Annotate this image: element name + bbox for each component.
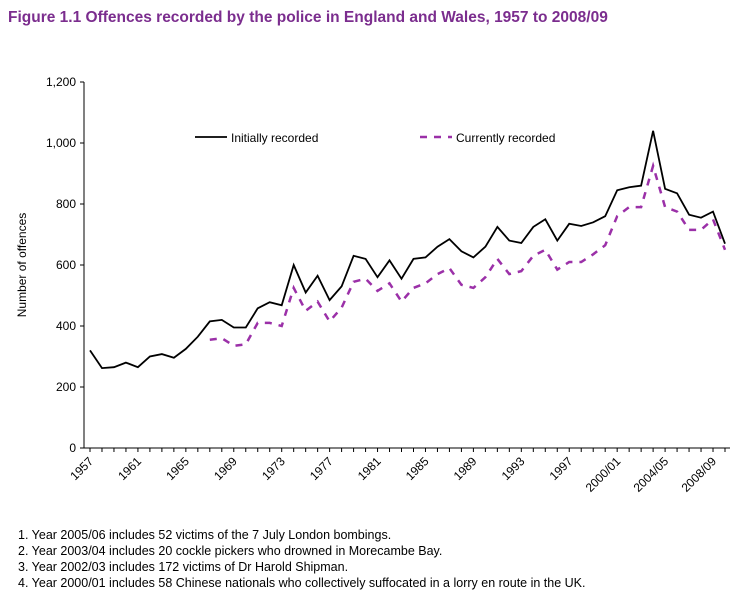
y-tick-label: 1,000 <box>46 136 76 150</box>
y-tick-label: 1,200 <box>46 75 76 89</box>
x-tick-label: 1977 <box>307 454 336 483</box>
chart-title: Figure 1.1 Offences recorded by the poli… <box>8 9 608 26</box>
x-tick-label: 1997 <box>547 454 576 483</box>
x-tick-label: 1965 <box>163 454 192 483</box>
x-tick-label: 1993 <box>499 454 528 483</box>
legend-label: Currently recorded <box>456 131 555 145</box>
x-tick-label: 1989 <box>451 454 480 483</box>
footnote: 4. Year 2000/01 includes 58 Chinese nati… <box>18 576 586 590</box>
y-tick-label: 800 <box>56 197 76 211</box>
y-axis-label: Number of offences <box>15 213 29 318</box>
data-line <box>209 161 727 348</box>
x-tick-label: 1961 <box>115 454 144 483</box>
data-line <box>89 130 726 370</box>
footnote: 3. Year 2002/03 includes 172 victims of … <box>18 560 348 574</box>
x-tick-label: 2000/01 <box>583 454 624 495</box>
footnote: 2. Year 2003/04 includes 20 cockle picke… <box>18 544 442 558</box>
footnote: 1. Year 2005/06 includes 52 victims of t… <box>18 528 391 542</box>
x-tick-label: 1985 <box>403 454 432 483</box>
x-tick-label: 2008/09 <box>679 454 720 495</box>
x-tick-label: 1957 <box>67 454 96 483</box>
legend-label: Initially recorded <box>231 131 318 145</box>
y-tick-label: 600 <box>56 258 76 272</box>
y-tick-label: 400 <box>56 319 76 333</box>
x-tick-label: 1973 <box>259 454 288 483</box>
y-tick-label: 0 <box>69 441 76 455</box>
x-tick-label: 1981 <box>355 454 384 483</box>
y-tick-label: 200 <box>56 380 76 394</box>
x-tick-label: 1969 <box>211 454 240 483</box>
x-tick-label: 2004/05 <box>631 454 672 495</box>
